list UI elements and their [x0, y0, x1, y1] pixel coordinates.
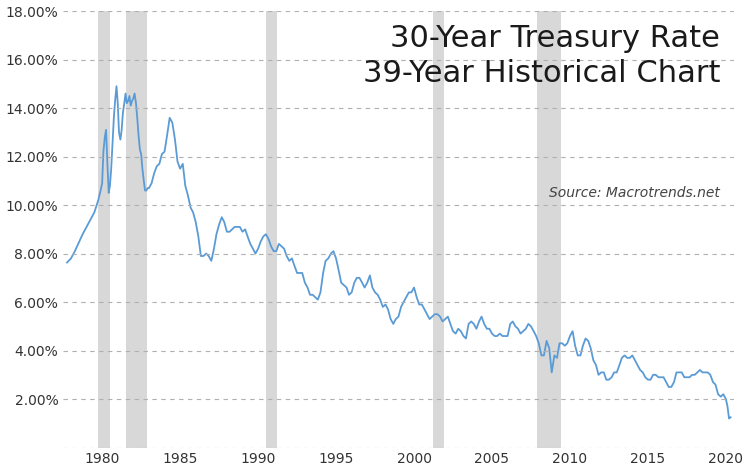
Bar: [98, 11, 110, 447]
Bar: [125, 11, 147, 447]
Bar: [537, 11, 560, 447]
Bar: [433, 11, 444, 447]
Text: 30-Year Treasury Rate
39-Year Historical Chart: 30-Year Treasury Rate 39-Year Historical…: [363, 24, 720, 88]
Bar: [266, 11, 277, 447]
Text: Source: Macrotrends.net: Source: Macrotrends.net: [550, 185, 720, 200]
